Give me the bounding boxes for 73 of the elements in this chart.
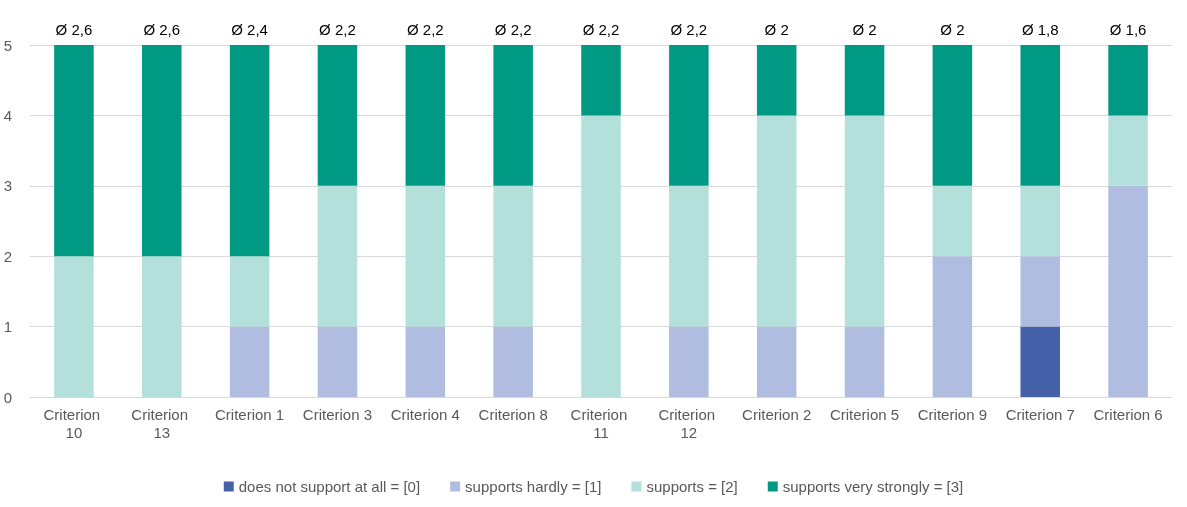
bar bbox=[405, 326, 446, 397]
bar bbox=[669, 326, 709, 397]
total-label: Ø 1,6 bbox=[1109, 21, 1147, 38]
bar bbox=[1108, 45, 1148, 116]
total-label: Ø 2,2 bbox=[670, 21, 708, 38]
x-tick-label: Criterion 10 bbox=[43, 405, 105, 441]
bar bbox=[317, 326, 358, 397]
bar bbox=[932, 256, 973, 397]
bar bbox=[1020, 185, 1060, 257]
bar bbox=[844, 326, 885, 397]
total-label: Ø 2 bbox=[764, 21, 789, 38]
y-tick-label: 5 bbox=[3, 36, 12, 54]
bar bbox=[1020, 45, 1060, 186]
x-tick-label: Criterion 9 bbox=[917, 405, 987, 423]
x-tick-label: Criterion 2 bbox=[742, 405, 812, 423]
total-label: Ø 2,6 bbox=[55, 21, 93, 38]
x-tick-label: Criterion 12 bbox=[658, 405, 720, 441]
bar bbox=[581, 115, 621, 397]
x-tick-label: Criterion 8 bbox=[478, 405, 548, 423]
bar bbox=[1108, 185, 1148, 397]
x-tick-label: Criterion 11 bbox=[570, 405, 632, 441]
bar bbox=[1108, 115, 1148, 186]
y-tick-label: 3 bbox=[3, 177, 12, 195]
total-label: Ø 2,2 bbox=[494, 21, 532, 38]
bar bbox=[756, 326, 797, 397]
bar bbox=[844, 115, 885, 327]
bar bbox=[405, 185, 446, 327]
total-label: Ø 2,2 bbox=[319, 21, 356, 38]
bar bbox=[1020, 326, 1060, 397]
y-tick-label: 1 bbox=[3, 318, 12, 336]
total-label: Ø 2,2 bbox=[582, 21, 620, 38]
y-tick-label: 2 bbox=[3, 247, 12, 265]
bar bbox=[493, 185, 533, 327]
x-tick-label: Criterion 7 bbox=[1005, 405, 1075, 423]
bar bbox=[142, 45, 182, 257]
legend-label: does not support at all = [0] bbox=[238, 478, 421, 495]
y-tick-label: 4 bbox=[3, 106, 12, 124]
total-label: Ø 2,6 bbox=[143, 21, 181, 38]
bar bbox=[493, 326, 533, 397]
bar bbox=[317, 185, 358, 327]
legend-label: supports hardly = [1] bbox=[465, 478, 602, 495]
total-label: Ø 2 bbox=[852, 21, 877, 38]
bar bbox=[229, 45, 270, 257]
x-tick-label: Criterion 1 bbox=[215, 405, 285, 423]
x-tick-label: Criterion 13 bbox=[131, 405, 193, 441]
total-label: Ø 2,4 bbox=[231, 21, 268, 38]
bar bbox=[844, 45, 885, 116]
bar bbox=[317, 45, 358, 186]
total-label: Ø 1,8 bbox=[1021, 21, 1059, 38]
bar bbox=[229, 326, 270, 397]
x-tick-label: Criterion 6 bbox=[1093, 405, 1163, 423]
bar bbox=[142, 256, 182, 397]
x-tick-label: Criterion 4 bbox=[390, 405, 460, 423]
y-tick-label: 0 bbox=[3, 388, 12, 406]
legend-label: supports very strongly = [3] bbox=[782, 478, 964, 495]
bar bbox=[669, 45, 709, 186]
bar bbox=[756, 115, 797, 327]
x-tick-label: Criterion 3 bbox=[302, 405, 373, 423]
bar bbox=[1020, 256, 1060, 327]
total-label: Ø 2,2 bbox=[406, 21, 444, 38]
bar bbox=[756, 45, 797, 116]
legend-label: supports = [2] bbox=[646, 478, 738, 495]
bar bbox=[54, 45, 94, 257]
bar bbox=[54, 256, 94, 397]
x-tick-label: Criterion 5 bbox=[829, 405, 900, 423]
bar bbox=[581, 45, 621, 116]
bar bbox=[493, 45, 533, 186]
bar bbox=[932, 185, 973, 257]
bar bbox=[669, 185, 709, 327]
bar bbox=[229, 256, 270, 327]
total-label: Ø 2 bbox=[940, 21, 965, 38]
bar bbox=[932, 45, 973, 186]
bar bbox=[405, 45, 446, 186]
